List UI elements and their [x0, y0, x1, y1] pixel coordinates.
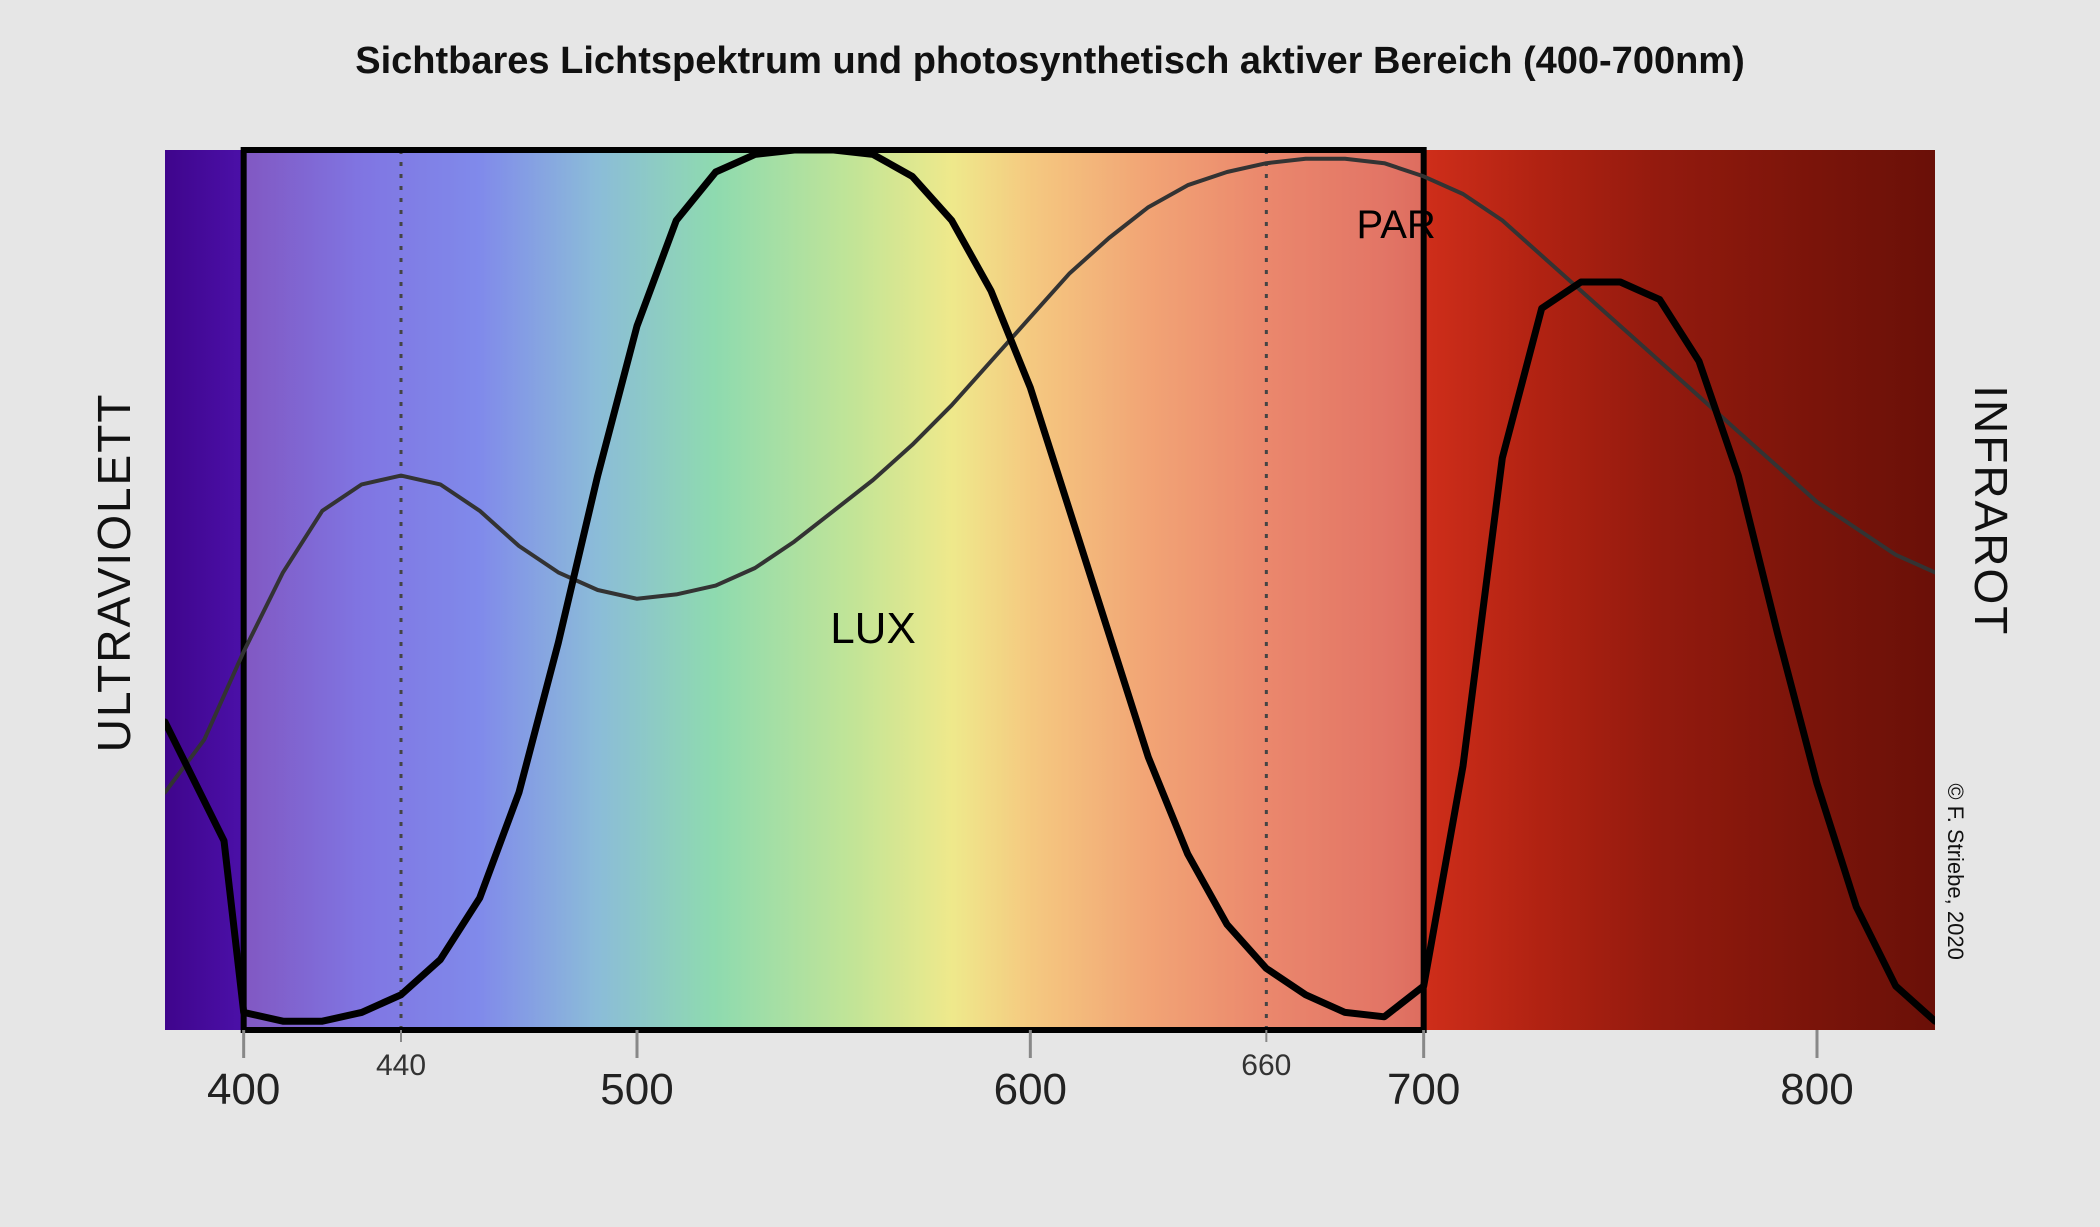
- par-label: PAR: [1356, 203, 1435, 247]
- major-tick-label-800: 800: [1780, 1065, 1853, 1114]
- spectrum-chart: LUX PAR ULTRAVIOLETT INFRAROT © F. Striebe, …: [0, 0, 2100, 1227]
- lux-label: LUX: [830, 604, 916, 653]
- minor-tick-label-660: 660: [1241, 1049, 1291, 1082]
- infrarot-label: INFRAROT: [1965, 385, 2017, 636]
- major-tick-label-700: 700: [1387, 1065, 1460, 1114]
- credit-text: © F. Striebe, 2020: [1943, 783, 1968, 959]
- chart-container: Sichtbares Lichtspektrum und photosynthe…: [0, 0, 2100, 1227]
- major-tick-label-400: 400: [207, 1065, 280, 1114]
- minor-tick-label-440: 440: [376, 1049, 426, 1082]
- major-tick-label-600: 600: [994, 1065, 1067, 1114]
- ultraviolet-label: ULTRAVIOLETT: [88, 393, 140, 753]
- chart-title: Sichtbares Lichtspektrum und photosynthe…: [0, 40, 2100, 83]
- major-tick-label-500: 500: [600, 1065, 673, 1114]
- visible-range-overlay: [244, 150, 1424, 1030]
